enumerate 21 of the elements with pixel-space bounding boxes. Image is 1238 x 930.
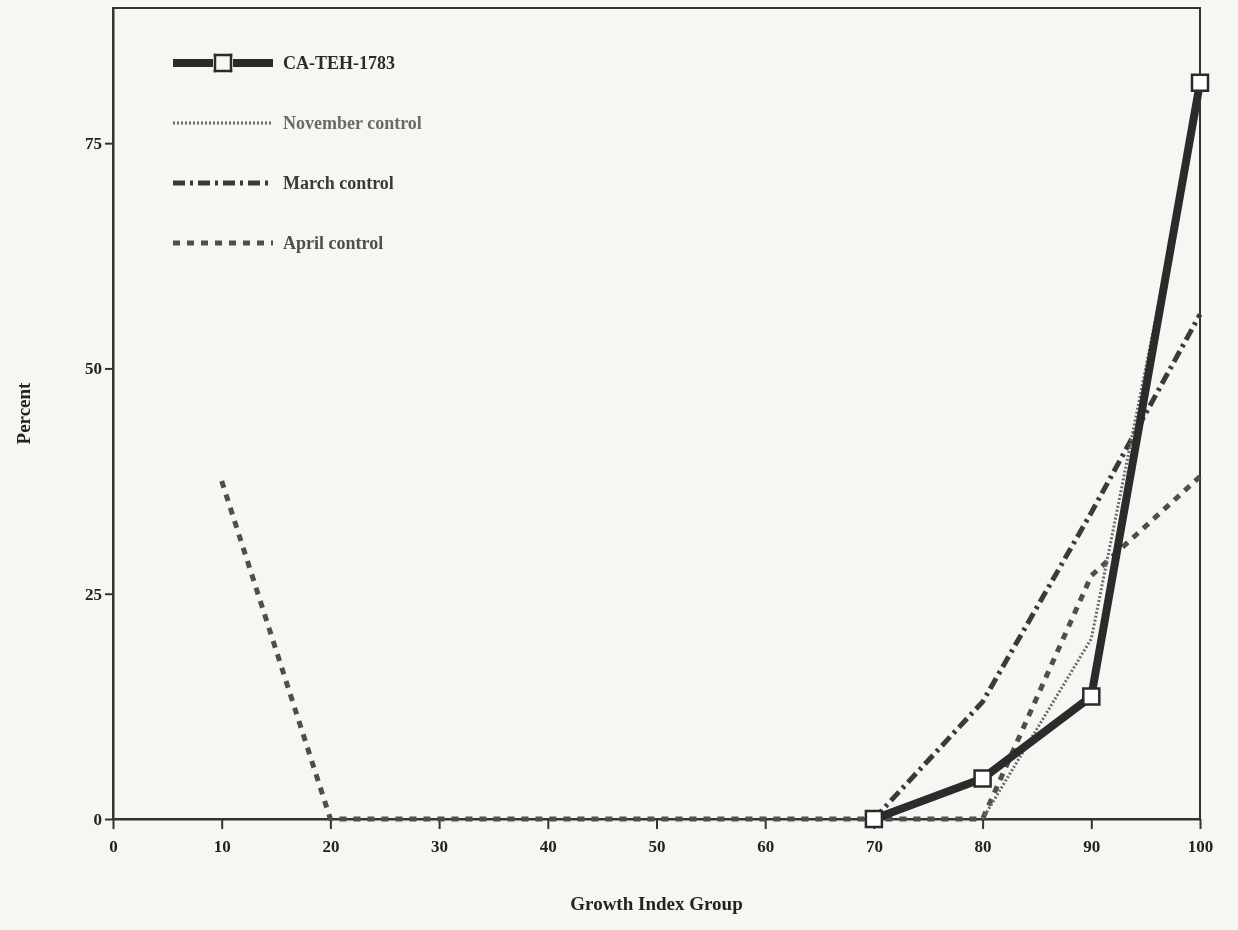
x-tick-label: 30 bbox=[431, 837, 449, 857]
text: November control bbox=[283, 113, 422, 133]
y-tick-label: 25 bbox=[85, 584, 102, 604]
y-tick-label: 75 bbox=[85, 134, 102, 154]
x-tick-label: 0 bbox=[109, 837, 118, 857]
x-tick-label: 10 bbox=[213, 837, 231, 857]
legend-label: CA-TEH-1783 bbox=[283, 53, 395, 73]
x-tick-label: 20 bbox=[322, 837, 340, 857]
x-axis-title: Growth Index Group bbox=[570, 893, 743, 914]
x-tick-label: 90 bbox=[1083, 837, 1101, 857]
y-axis-title: Percent bbox=[13, 381, 34, 445]
x-tick-label: 60 bbox=[757, 837, 775, 857]
text: April control bbox=[283, 233, 384, 253]
y-tick-label: 50 bbox=[85, 359, 102, 379]
x-tick-label: 40 bbox=[539, 837, 557, 857]
text: March control bbox=[283, 173, 394, 193]
x-tick-label: 80 bbox=[974, 837, 992, 857]
x-tick-label: 70 bbox=[865, 837, 883, 857]
x-tick-label: 50 bbox=[648, 837, 666, 857]
x-tick-label: 100 bbox=[1187, 837, 1214, 857]
y-tick-label: 0 bbox=[93, 809, 102, 829]
